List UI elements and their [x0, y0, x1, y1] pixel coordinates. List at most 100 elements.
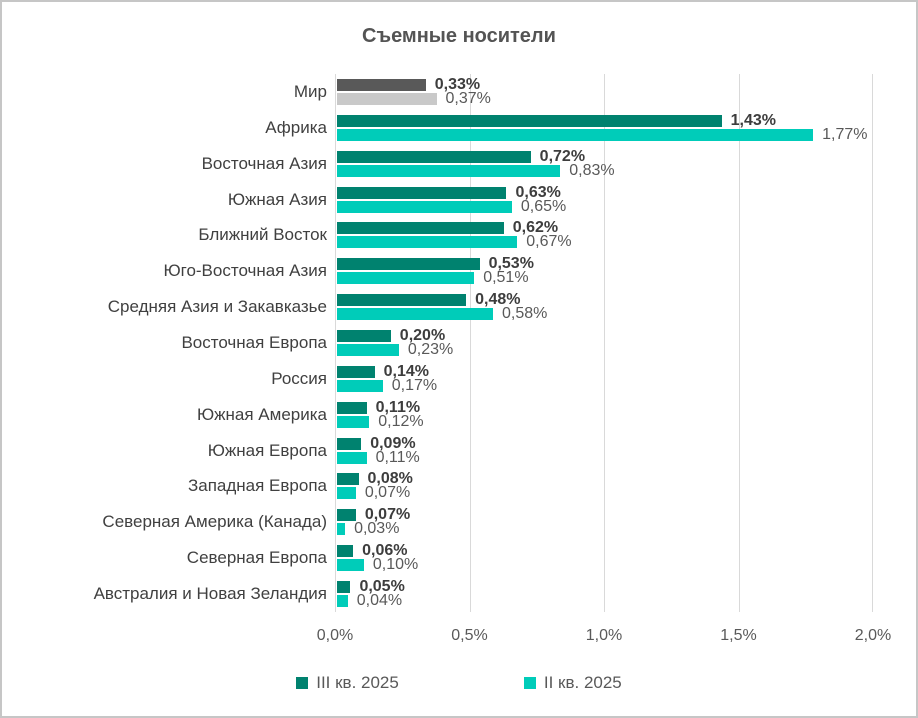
bar-line: 0,20% [337, 326, 875, 344]
bar-q3-2025 [337, 294, 467, 307]
chart-rows: Мир 0,33% 0,37% Африка 1,43% 1,77% Восточная А… [2, 74, 916, 612]
value-label-q3-2025: 0,11% [375, 398, 421, 416]
bar-line: 0,11% [337, 448, 875, 466]
value-label-q2-2025: 0,83% [569, 161, 615, 179]
value-label-q2-2025: 0,07% [364, 484, 411, 502]
category-label: Восточная Европа [181, 332, 327, 352]
value-label-q3-2025: 0,33% [434, 75, 481, 93]
bar-group: 0,62% 0,67% [337, 219, 875, 251]
x-axis-tick: 2,0% [854, 626, 892, 644]
bar-q3-2025 [337, 545, 354, 558]
category-label: Средняя Азия и Закавказье [107, 297, 327, 317]
bar-q2-2025 [337, 200, 512, 213]
chart-row: Мир 0,33% 0,37% [2, 74, 916, 110]
bar-q2-2025 [337, 272, 475, 285]
legend-label: III кв. 2025 [316, 672, 399, 692]
category-label: Африка [265, 117, 327, 137]
gridline [738, 74, 740, 612]
bar-q2-2025 [337, 559, 364, 572]
category-label: Мир [293, 81, 327, 101]
bar-group: 1,43% 1,77% [337, 112, 875, 142]
bar-line: 0,53% [337, 255, 875, 273]
bar-q3-2025 [337, 401, 367, 414]
x-axis-tick: 0,0% [316, 626, 354, 644]
bar-q2-2025 [337, 92, 437, 105]
chart-row: Восточная Азия 0,72% 0,83% [2, 146, 916, 182]
gridline [872, 74, 873, 612]
category-label: Южная Европа [207, 440, 327, 460]
value-label-q3-2025: 0,48% [475, 291, 521, 309]
plot-area: Мир 0,33% 0,37% Африка 1,43% 1,77% Восточная А… [2, 74, 916, 612]
value-label-q3-2025: 0,05% [359, 577, 405, 595]
legend-label: II кв. 2025 [543, 672, 622, 692]
legend-swatch [523, 676, 536, 689]
category-label: Юго-Восточная Азия [163, 261, 327, 281]
bar-line: 0,08% [337, 471, 875, 487]
bar-group: 0,05% 0,04% [337, 577, 875, 608]
value-label-q2-2025: 0,03% [354, 520, 400, 538]
bar-q3-2025 [337, 222, 504, 235]
category-label: Северная Америка (Канада) [102, 512, 327, 532]
value-label-q3-2025: 0,63% [515, 183, 561, 201]
chart-row: Южная Америка 0,11% 0,12% [2, 397, 916, 433]
bar-line: 0,10% [337, 556, 875, 574]
bar-group: 0,09% 0,11% [337, 435, 875, 466]
value-label-q2-2025: 0,17% [391, 376, 438, 394]
category-label: Россия [271, 368, 327, 388]
bar-line: 1,77% [337, 126, 875, 142]
value-label-q2-2025: 0,67% [526, 233, 572, 251]
bar-line: 1,43% [337, 112, 875, 128]
value-label-q2-2025: 0,11% [375, 448, 420, 466]
legend: III кв. 2025 II кв. 2025 [2, 673, 916, 693]
bar-q3-2025 [337, 437, 362, 450]
value-label-q2-2025: 0,37% [445, 89, 491, 107]
bar-line: 0,48% [337, 291, 875, 309]
value-label-q3-2025: 0,53% [488, 255, 534, 273]
bar-group: 0,33% 0,37% [337, 75, 875, 107]
bar-group: 0,14% 0,17% [337, 363, 875, 394]
bar-q3-2025 [337, 365, 375, 378]
bar-q2-2025 [337, 415, 370, 428]
chart-row: Ближний Восток 0,62% 0,67% [2, 217, 916, 253]
bar-line: 0,33% [337, 75, 875, 93]
bar-group: 0,11% 0,12% [337, 398, 875, 430]
category-label: Западная Европа [187, 476, 327, 496]
bar-q2-2025 [337, 523, 346, 536]
chart-row: Африка 1,43% 1,77% [2, 110, 916, 146]
bar-q2-2025 [337, 451, 367, 464]
bar-group: 0,08% 0,07% [337, 471, 875, 502]
x-axis-tick: 0,5% [451, 626, 488, 644]
x-axis-tick: 1,5% [720, 626, 757, 644]
bar-line: 0,04% [337, 592, 875, 608]
bar-line: 0,65% [337, 198, 875, 214]
value-label-q3-2025: 0,62% [512, 219, 559, 237]
bar-q2-2025 [337, 236, 518, 249]
value-label-q2-2025: 0,12% [378, 412, 424, 430]
bar-group: 0,06% 0,10% [337, 543, 875, 574]
bar-q3-2025 [337, 258, 480, 271]
bar-q3-2025 [337, 150, 531, 163]
legend-item-q2-2025: II кв. 2025 [523, 672, 622, 693]
bar-q3-2025 [337, 329, 391, 342]
value-label-q3-2025: 0,20% [399, 326, 446, 344]
value-label-q2-2025: 0,58% [502, 305, 548, 323]
chart-row: Австралия и Новая Зеландия 0,05% 0,04% [2, 576, 916, 612]
bar-line: 0,51% [337, 270, 875, 286]
legend-item-q3-2025: III кв. 2025 [296, 673, 399, 693]
bar-line: 0,11% [337, 398, 875, 416]
value-label-q3-2025: 0,72% [539, 147, 586, 165]
value-label-q2-2025: 0,23% [407, 340, 454, 358]
bar-line: 0,23% [337, 340, 875, 358]
value-label-q2-2025: 0,10% [372, 556, 419, 574]
bar-line: 0,83% [337, 161, 875, 179]
legend-swatch [296, 676, 309, 689]
bar-q2-2025 [337, 128, 814, 141]
bar-line: 0,17% [337, 376, 875, 394]
bar-q2-2025 [337, 594, 348, 607]
bar-line: 0,05% [337, 577, 875, 595]
bar-group: 0,07% 0,03% [337, 507, 875, 538]
chart-row: Западная Европа 0,08% 0,07% [2, 468, 916, 504]
gridline [604, 74, 605, 612]
bar-q3-2025 [337, 580, 351, 593]
category-label: Южная Азия [227, 189, 327, 209]
